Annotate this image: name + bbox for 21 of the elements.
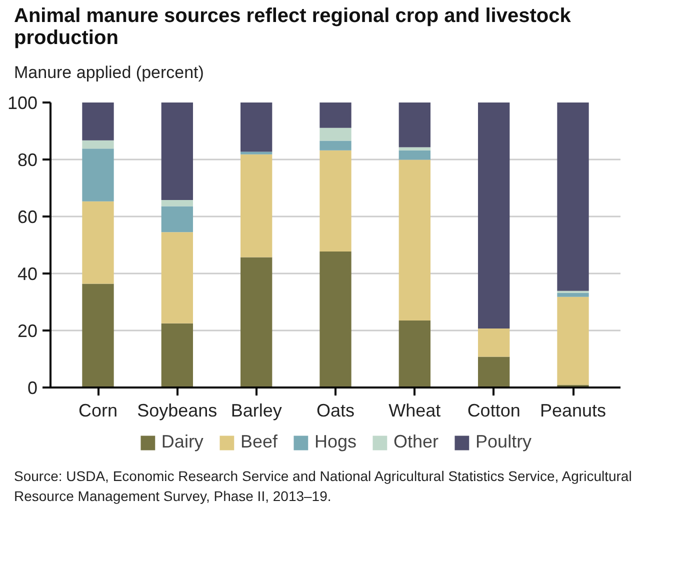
legend-label: Hogs <box>314 432 357 453</box>
legend-label: Beef <box>240 432 278 453</box>
y-axis-title: Manure applied (percent) <box>14 62 204 84</box>
legend-label: Dairy <box>161 432 204 453</box>
y-tick-label: 60 <box>17 207 38 228</box>
x-tick-label: Soybeans <box>137 400 218 421</box>
y-tick-label: 40 <box>17 264 38 284</box>
x-tick-label: Cotton <box>467 400 520 421</box>
y-tick-label: 80 <box>17 150 38 170</box>
y-tick-label: 0 <box>27 378 38 398</box>
x-tick-label: Oats <box>316 400 355 421</box>
x-tick-label: Corn <box>78 400 118 421</box>
chart-title: Animal manure sources reflect regional crop and livestock production <box>14 5 572 49</box>
legend-label: Other <box>394 432 439 453</box>
x-tick-label: Wheat <box>388 400 441 421</box>
x-tick-label: Peanuts <box>540 400 606 421</box>
y-tick-label: 100 <box>7 93 38 114</box>
y-tick-label: 20 <box>17 321 38 342</box>
source-note: Source: USDA, Economic Research Service and National Agricultural Statistics Service, Agricultural Resource Management Survey, Phase II, 2013–19. <box>14 467 633 506</box>
x-tick-label: Barley <box>230 400 282 421</box>
legend-label: Poultry <box>476 432 532 453</box>
